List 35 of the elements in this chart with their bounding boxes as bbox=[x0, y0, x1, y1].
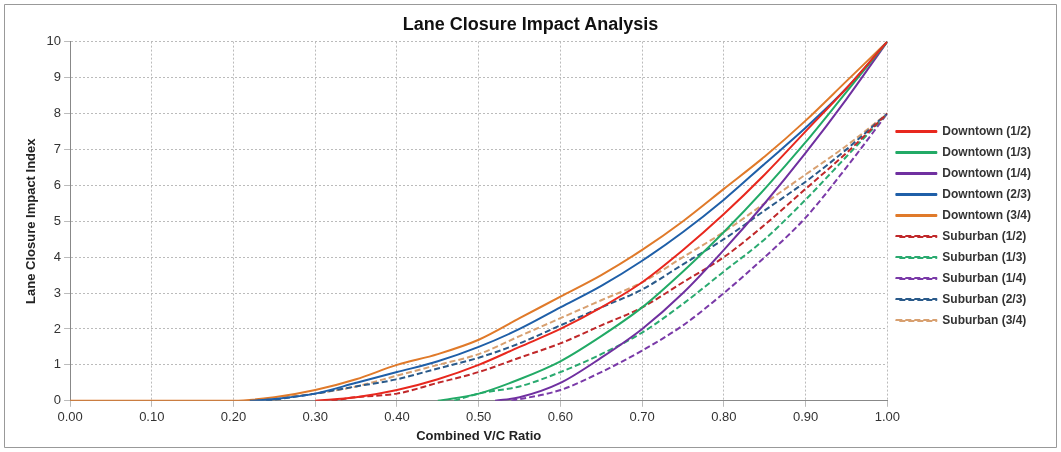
y-tick-label: 2 bbox=[53, 320, 62, 336]
x-tick-label: 0.70 bbox=[629, 409, 655, 425]
chart-title: Lane Closure Impact Analysis bbox=[402, 13, 659, 34]
x-tick-label: 0.10 bbox=[139, 409, 165, 425]
legend-label: Downtown (1/3) bbox=[942, 144, 1032, 159]
legend-label: Downtown (1/4) bbox=[942, 165, 1032, 180]
x-tick-label: 1.00 bbox=[874, 409, 900, 425]
legend-label: Suburban (3/4) bbox=[942, 312, 1027, 327]
y-axis-title: Lane Closure Impact Index bbox=[23, 137, 39, 304]
y-tick-label: 5 bbox=[53, 212, 62, 228]
y-tick-label: 1 bbox=[53, 356, 62, 372]
x-tick-label: 0.30 bbox=[302, 409, 328, 425]
y-tick-label: 9 bbox=[53, 69, 62, 85]
legend-label: Downtown (1/2) bbox=[942, 123, 1032, 138]
legend-label: Suburban (1/4) bbox=[942, 270, 1027, 285]
legend-label: Suburban (1/2) bbox=[942, 228, 1027, 243]
x-tick-label: 0.00 bbox=[57, 409, 83, 425]
y-tick-label: 10 bbox=[46, 33, 62, 49]
y-tick-label: 6 bbox=[53, 176, 62, 192]
x-tick-label: 0.40 bbox=[384, 409, 410, 425]
y-tick-label: 0 bbox=[53, 392, 62, 408]
legend-label: Downtown (3/4) bbox=[942, 207, 1032, 222]
y-tick-label: 7 bbox=[53, 140, 62, 156]
x-axis-title: Combined V/C Ratio bbox=[416, 427, 542, 443]
x-tick-label: 0.60 bbox=[547, 409, 574, 425]
y-tick-label: 8 bbox=[53, 105, 62, 121]
legend-label: Suburban (2/3) bbox=[942, 291, 1027, 306]
x-tick-label: 0.20 bbox=[220, 409, 247, 425]
x-tick-label: 0.80 bbox=[711, 409, 737, 425]
y-tick-label: 3 bbox=[53, 284, 62, 300]
x-tick-label: 0.90 bbox=[792, 409, 819, 425]
x-tick-label: 0.50 bbox=[466, 409, 492, 425]
legend-label: Downtown (2/3) bbox=[942, 186, 1032, 201]
y-tick-label: 4 bbox=[53, 248, 62, 264]
legend-label: Suburban (1/3) bbox=[942, 249, 1027, 264]
